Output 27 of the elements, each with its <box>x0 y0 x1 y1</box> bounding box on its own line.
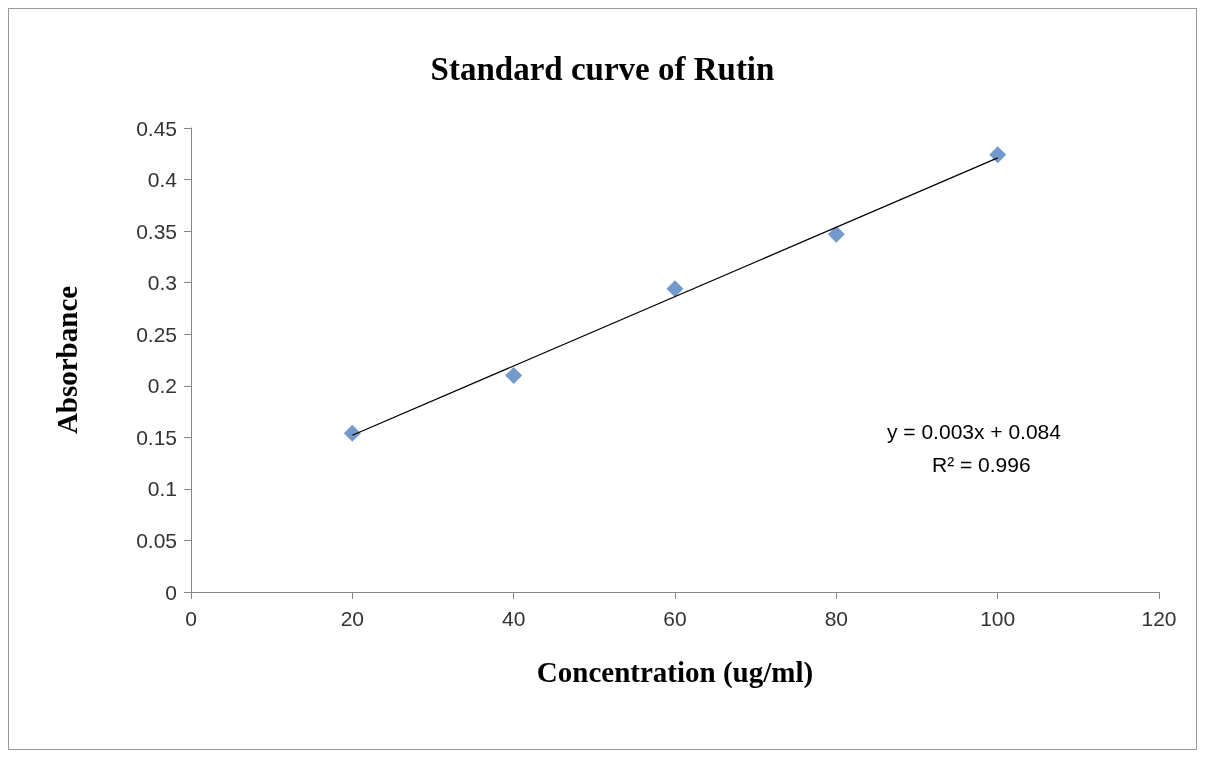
y-tick-label: 0.15 <box>136 425 177 449</box>
y-tick-label: 0.25 <box>136 322 177 346</box>
y-tick-label: 0.1 <box>147 477 177 501</box>
point <box>343 424 361 442</box>
y-tick-label: 0.3 <box>147 271 177 295</box>
y-tick-label: 0.2 <box>147 374 177 398</box>
y-axis-title: Absorbance <box>50 285 83 435</box>
x-tick-label: 60 <box>663 607 687 630</box>
point <box>666 280 684 298</box>
x-tick-label: 100 <box>980 607 1016 630</box>
annotation: R² = 0.996 <box>932 453 1031 476</box>
y-tick-label: 0.05 <box>136 528 177 552</box>
x-axis-title: Concentration (ug/ml) <box>536 655 814 689</box>
point <box>989 146 1007 164</box>
x-tick-label: 120 <box>1141 607 1177 630</box>
chart-title: Standard curve of Rutin <box>430 50 775 87</box>
point <box>827 225 845 243</box>
y-tick-label: 0.45 <box>136 116 177 140</box>
x-tick-label: 20 <box>340 607 365 630</box>
point <box>505 366 523 384</box>
x-tick-label: 0 <box>185 607 197 630</box>
y-tick-label: 0 <box>165 580 177 604</box>
y-tick-label: 0.4 <box>147 168 178 192</box>
y-tick-label: 0.35 <box>136 219 177 243</box>
x-tick-label: 40 <box>501 607 526 630</box>
annotation: y = 0.003x + 0.084 <box>887 420 1062 443</box>
x-tick-label: 80 <box>824 607 849 630</box>
